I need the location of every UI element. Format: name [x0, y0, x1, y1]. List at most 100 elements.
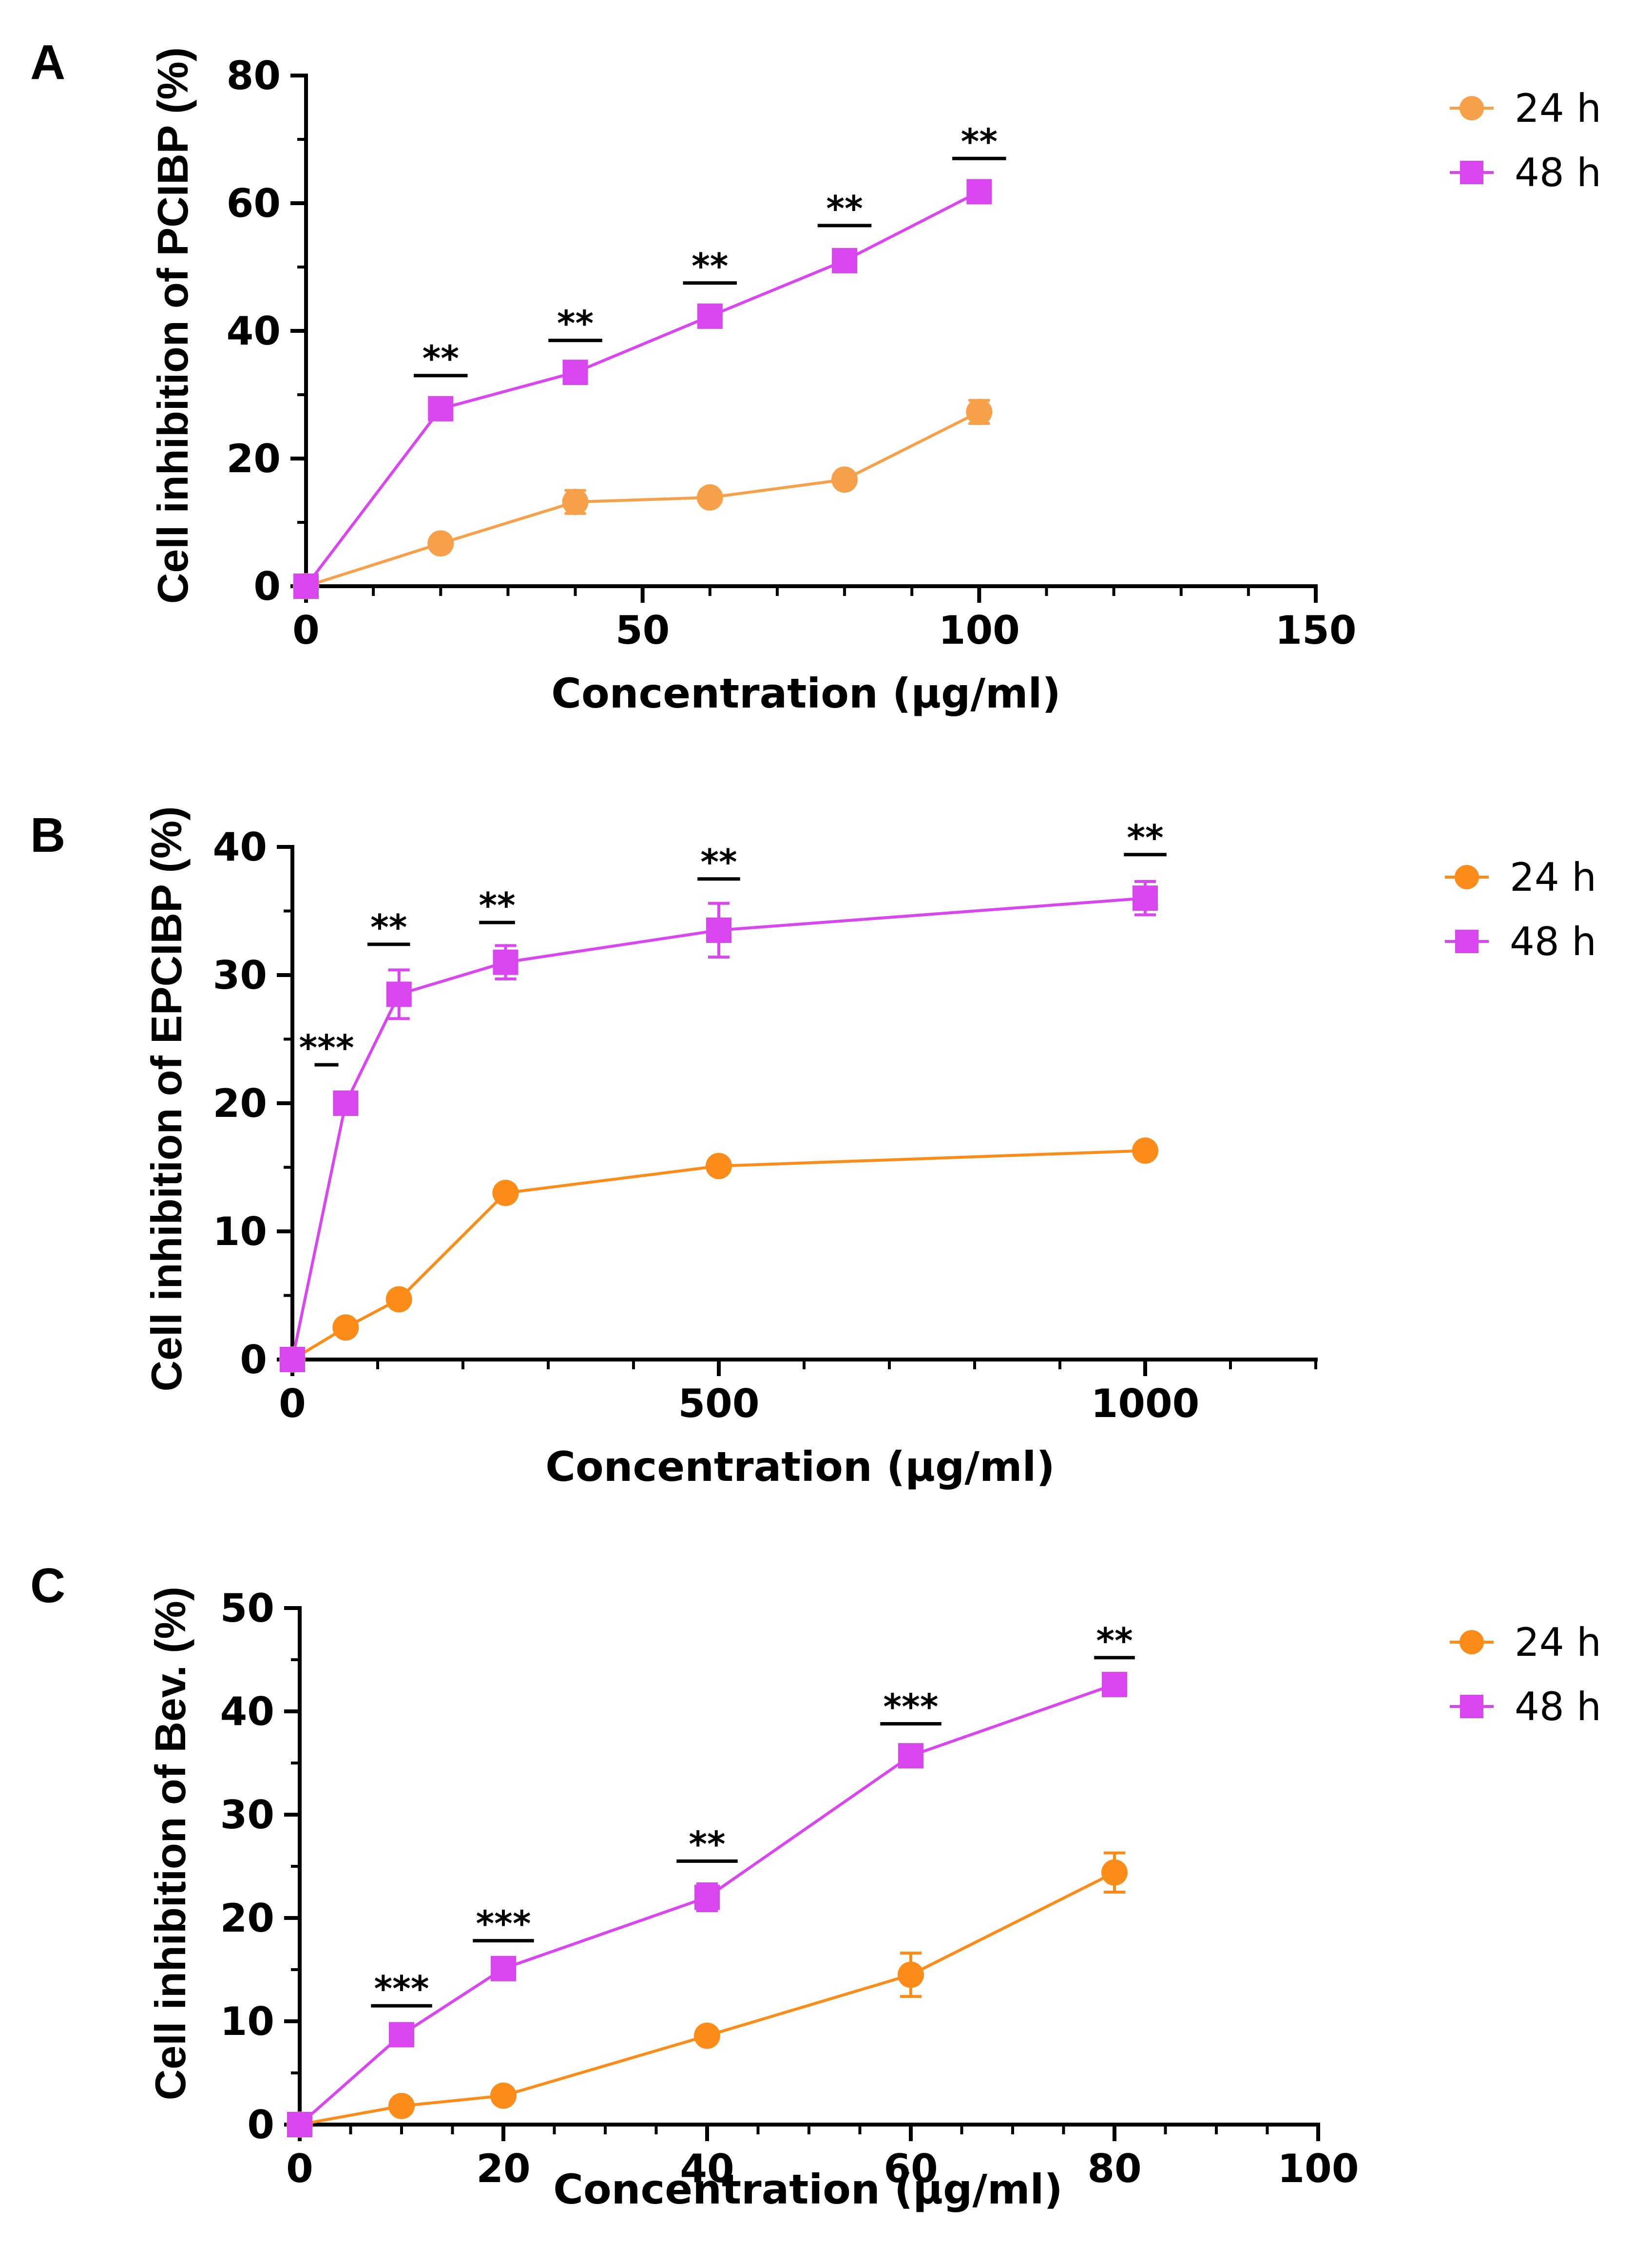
data-point-24h [1101, 1859, 1128, 1886]
legend-label: 24 h [1510, 855, 1596, 900]
y-tick-labels: 0 10 20 30 40 50 [220, 1586, 274, 2147]
legend-swatch [1450, 96, 1494, 120]
legend-label: 24 h [1515, 86, 1601, 131]
series-line [291, 897, 1146, 1360]
x-tick-labels: 0 50 100 150 [292, 608, 1356, 653]
data-point-24h [694, 2022, 720, 2049]
y-tick-label: 10 [220, 1999, 274, 2044]
series-lines [291, 897, 1146, 1361]
sig-marker: ** [817, 188, 872, 229]
data-point-24h [492, 1180, 519, 1207]
series-line [299, 1871, 1115, 2126]
sig-marker: ** [367, 907, 410, 948]
panel-letter: A [30, 35, 65, 90]
legend-item: 48 h [1450, 1684, 1601, 1729]
series-line [306, 410, 980, 588]
sig-label: ** [826, 188, 863, 229]
sig-label: ** [1127, 817, 1163, 858]
legend-swatch [1445, 865, 1489, 889]
data-point-24h [898, 1961, 924, 1988]
data-point-48h [428, 396, 454, 422]
series-lines [299, 1683, 1115, 2126]
sig-label: ** [1096, 1620, 1133, 1661]
significance-markers: *** *** ** *** ** [371, 1620, 1135, 2009]
data-point-24h [388, 2092, 415, 2119]
sig-marker: ** [1094, 1620, 1135, 1661]
y-tick-label: 20 [213, 1081, 267, 1126]
series-line [291, 1149, 1146, 1361]
x-axis [298, 2123, 1320, 2141]
data-point-48h [280, 1347, 305, 1372]
y-tick-label: 0 [240, 1337, 267, 1382]
sig-marker: *** [299, 1027, 354, 1068]
panel-letter: B [30, 808, 65, 863]
sig-label: ** [689, 1823, 725, 1864]
data-point-48h [966, 179, 992, 205]
data-point-48h [491, 1955, 516, 1981]
panel-c: C 0 10 20 30 40 50 0 20 40 60 80 100 Con… [30, 1558, 1601, 2213]
legend-item: 48 h [1445, 919, 1596, 964]
sig-label: ** [961, 121, 998, 162]
series-line [299, 1683, 1115, 2126]
panel-b: B 0 10 20 30 40 0 500 1000 Concentration… [30, 806, 1596, 1491]
sig-label: *** [299, 1027, 354, 1068]
legend-item: 24 h [1450, 86, 1601, 131]
x-tick-label: 150 [1275, 608, 1357, 653]
panel-a: A 0 20 40 60 80 0 50 100 150 Concentrati… [30, 35, 1601, 717]
x-tick-label: 500 [678, 1381, 760, 1426]
data-point-24h [966, 399, 993, 425]
data-point-24h [706, 1152, 732, 1179]
legend-marker-circle [1455, 865, 1479, 889]
sig-label: ** [423, 338, 459, 379]
sig-label: ** [479, 885, 515, 926]
data-point-48h [287, 2112, 312, 2137]
y-tick-labels: 0 10 20 30 40 [213, 824, 267, 1382]
x-tick-label: 20 [476, 2146, 530, 2191]
y-tick-label: 50 [220, 1586, 274, 1631]
y-tick-label: 40 [220, 1689, 274, 1734]
y-tick-label: 30 [213, 953, 267, 998]
data-point-48h [333, 1091, 359, 1116]
significance-markers: *** ** ** ** ** [299, 817, 1167, 1068]
y-tick-label: 80 [227, 53, 281, 98]
legend-marker-square [1460, 1695, 1483, 1718]
legend-label: 48 h [1510, 919, 1596, 964]
legend: 24 h 48 h [1445, 855, 1596, 964]
sig-marker: ** [414, 338, 468, 379]
legend-marker-square [1460, 161, 1483, 184]
y-tick-label: 0 [253, 564, 281, 609]
x-tick-label: 100 [1278, 2146, 1359, 2191]
sig-label: *** [884, 1686, 939, 1727]
y-tick-label: 20 [227, 436, 281, 481]
x-axis-label: Concentration (μg/ml) [551, 670, 1060, 717]
sig-marker: *** [880, 1686, 941, 1727]
data-point-24h [490, 2082, 517, 2109]
data-point-48h [386, 981, 412, 1007]
data-point-48h [493, 949, 519, 975]
markers [293, 179, 993, 599]
data-point-24h [1132, 1137, 1158, 1164]
y-axis-label: Cell inhibition of Bev. (%) [146, 1587, 194, 2100]
legend-label: 48 h [1515, 150, 1601, 195]
sig-marker: ** [1124, 817, 1167, 858]
x-tick-label: 0 [286, 2146, 313, 2191]
data-point-48h [694, 1884, 720, 1910]
legend-marker-circle [1460, 1630, 1484, 1654]
markers [279, 885, 1158, 1373]
data-point-24h [696, 484, 723, 511]
sig-marker: ** [548, 303, 602, 344]
y-tick-labels: 0 20 40 60 80 [227, 53, 281, 609]
data-point-48h [293, 574, 319, 599]
sig-marker: ** [676, 1823, 738, 1864]
data-point-48h [697, 303, 723, 329]
y-axis [277, 845, 294, 1361]
x-tick-label: 0 [292, 608, 320, 653]
x-tick-label: 100 [939, 608, 1020, 653]
y-axis [290, 74, 308, 588]
data-point-48h [706, 917, 731, 943]
data-point-24h [427, 530, 454, 557]
sig-label: ** [700, 842, 737, 882]
y-tick-label: 10 [213, 1209, 267, 1254]
sig-label: *** [374, 1968, 429, 2009]
y-axis-label: Cell inhibition of PCIBP (%) [149, 47, 197, 604]
